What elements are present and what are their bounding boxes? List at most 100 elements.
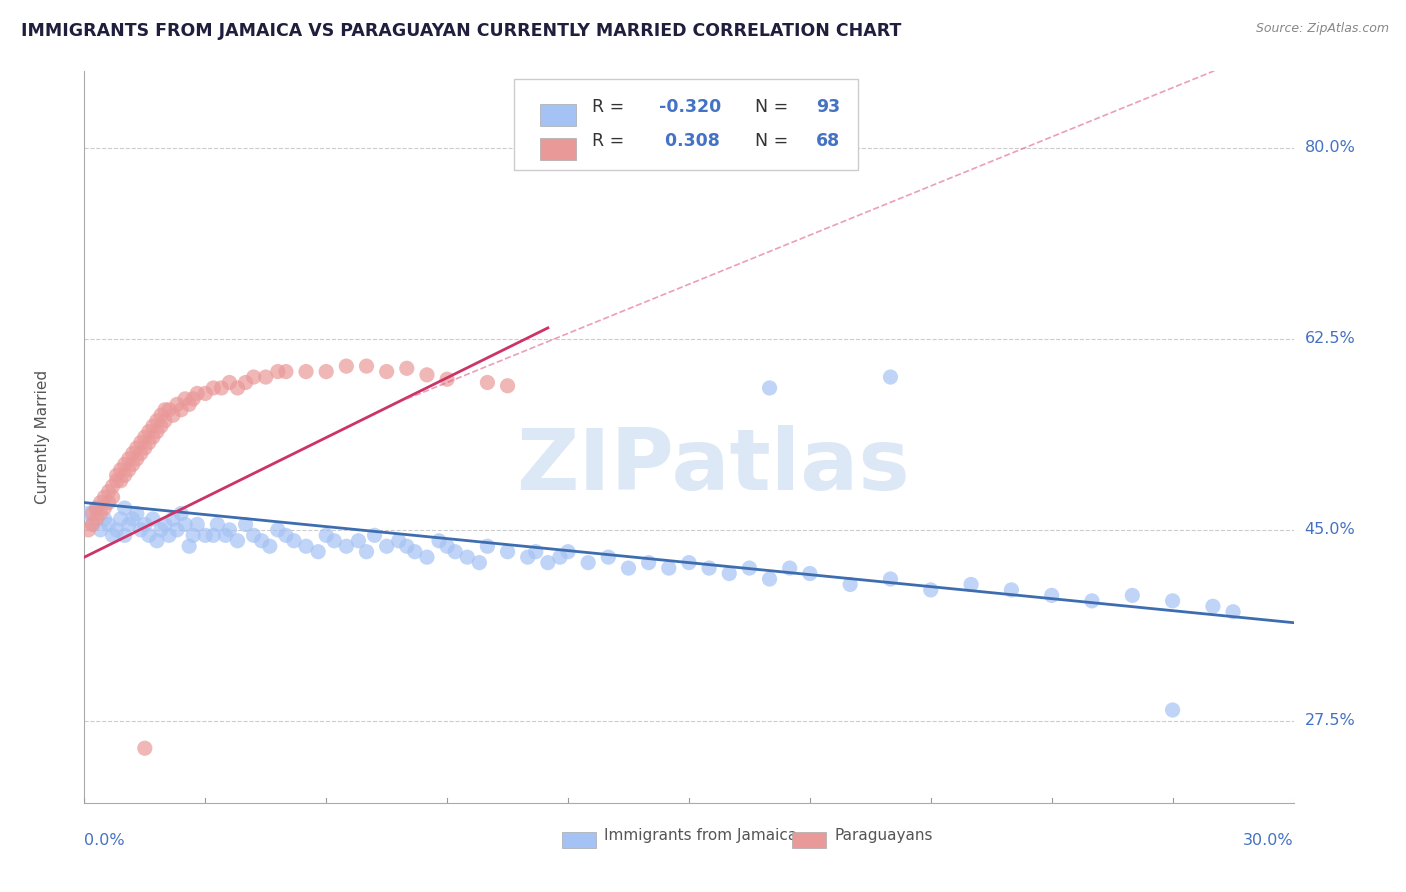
Point bbox=[307, 545, 329, 559]
Point bbox=[82, 517, 104, 532]
Point bbox=[86, 501, 108, 516]
Point bbox=[118, 517, 141, 532]
Point bbox=[179, 397, 201, 411]
Point bbox=[166, 523, 188, 537]
Point bbox=[153, 517, 176, 532]
Point bbox=[779, 561, 801, 575]
Point bbox=[375, 539, 398, 553]
Point bbox=[162, 409, 184, 423]
Point bbox=[93, 512, 115, 526]
Point bbox=[395, 361, 418, 376]
Text: -0.320: -0.320 bbox=[659, 98, 721, 117]
Point bbox=[799, 566, 821, 581]
Point bbox=[879, 572, 901, 586]
Point bbox=[658, 561, 681, 575]
Point bbox=[146, 533, 169, 548]
Point bbox=[209, 381, 232, 395]
Text: 30.0%: 30.0% bbox=[1243, 833, 1294, 848]
Point bbox=[153, 414, 176, 428]
Point bbox=[524, 545, 547, 559]
Point bbox=[395, 539, 418, 553]
Point bbox=[758, 572, 780, 586]
Point bbox=[335, 359, 357, 373]
Point bbox=[242, 370, 264, 384]
Text: 0.0%: 0.0% bbox=[84, 833, 125, 848]
Point bbox=[315, 365, 337, 379]
Point bbox=[194, 386, 217, 401]
Point bbox=[879, 370, 901, 384]
Point bbox=[89, 523, 111, 537]
Point bbox=[295, 365, 318, 379]
Point bbox=[444, 545, 467, 559]
Point bbox=[129, 435, 152, 450]
Point bbox=[456, 550, 478, 565]
Text: 68: 68 bbox=[815, 132, 841, 150]
Point bbox=[214, 528, 236, 542]
Point bbox=[235, 376, 257, 390]
Point bbox=[105, 468, 128, 483]
FancyBboxPatch shape bbox=[562, 832, 596, 848]
FancyBboxPatch shape bbox=[513, 78, 858, 170]
Point bbox=[323, 533, 346, 548]
Point bbox=[468, 556, 491, 570]
Point bbox=[118, 451, 141, 466]
Point bbox=[697, 561, 720, 575]
Point bbox=[259, 539, 281, 553]
Point bbox=[162, 512, 184, 526]
Text: Immigrants from Jamaica: Immigrants from Jamaica bbox=[605, 828, 797, 843]
Point bbox=[86, 501, 108, 516]
Point bbox=[718, 566, 741, 581]
Point bbox=[101, 479, 124, 493]
Point bbox=[138, 528, 160, 542]
Text: N =: N = bbox=[755, 132, 794, 150]
Point bbox=[637, 556, 659, 570]
Point bbox=[77, 523, 100, 537]
Point bbox=[170, 507, 193, 521]
Point bbox=[97, 517, 120, 532]
Point bbox=[207, 517, 229, 532]
Point bbox=[404, 545, 426, 559]
Point bbox=[114, 501, 136, 516]
Point bbox=[93, 490, 115, 504]
Point bbox=[436, 539, 458, 553]
Point bbox=[218, 523, 240, 537]
Point bbox=[416, 550, 439, 565]
Point bbox=[101, 490, 124, 504]
Point bbox=[347, 533, 370, 548]
Point bbox=[678, 556, 700, 570]
Point bbox=[138, 425, 160, 439]
Point bbox=[1121, 588, 1143, 602]
Point bbox=[121, 512, 143, 526]
Point bbox=[174, 517, 197, 532]
Point bbox=[134, 430, 156, 444]
Point bbox=[267, 365, 290, 379]
Point bbox=[149, 409, 172, 423]
Point bbox=[129, 523, 152, 537]
Point bbox=[235, 517, 257, 532]
Point bbox=[1000, 582, 1022, 597]
Point bbox=[97, 484, 120, 499]
FancyBboxPatch shape bbox=[540, 103, 576, 126]
Point bbox=[157, 402, 180, 417]
Point bbox=[186, 386, 208, 401]
Point bbox=[496, 378, 519, 392]
Point bbox=[121, 458, 143, 472]
Point bbox=[375, 365, 398, 379]
Point bbox=[537, 556, 560, 570]
Point bbox=[110, 474, 132, 488]
Point bbox=[97, 495, 120, 509]
Point bbox=[146, 425, 169, 439]
Point bbox=[356, 545, 378, 559]
Point bbox=[315, 528, 337, 542]
Point bbox=[1081, 594, 1104, 608]
Point bbox=[149, 419, 172, 434]
Point bbox=[166, 397, 188, 411]
Text: 62.5%: 62.5% bbox=[1305, 331, 1355, 346]
Point bbox=[146, 414, 169, 428]
Point bbox=[202, 528, 225, 542]
Point bbox=[89, 507, 111, 521]
Point bbox=[218, 376, 240, 390]
Point bbox=[170, 402, 193, 417]
Point bbox=[129, 446, 152, 460]
Point bbox=[283, 533, 305, 548]
